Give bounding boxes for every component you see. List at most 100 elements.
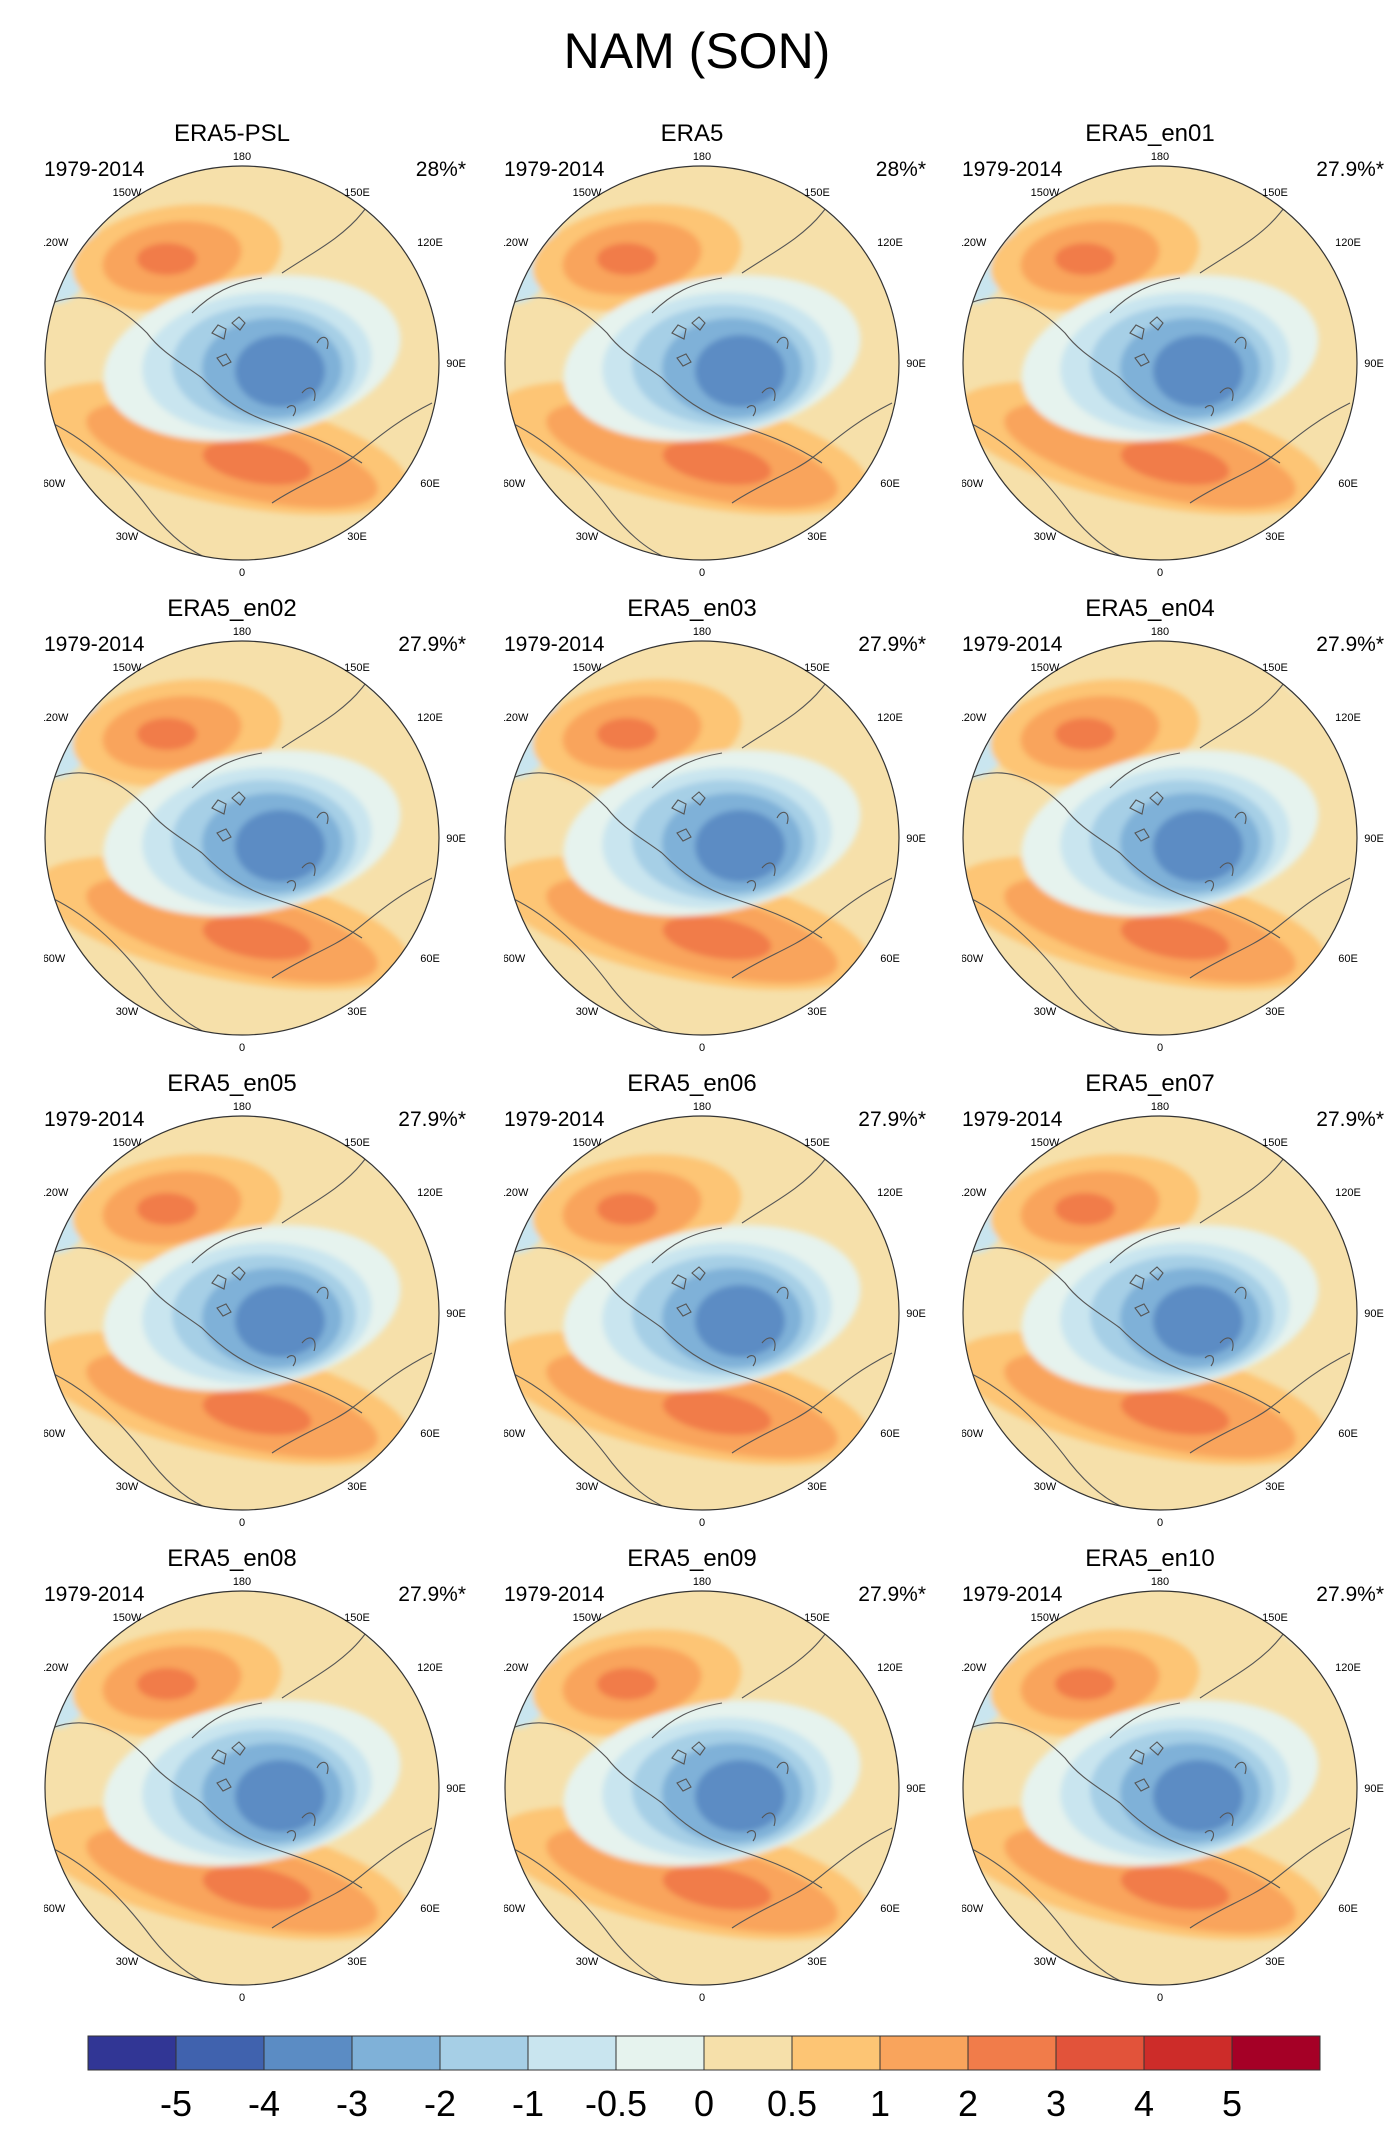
colorbar-tick-label: -1 xyxy=(512,2083,544,2122)
longitude-label: 60W xyxy=(504,478,526,490)
longitude-label: 180 xyxy=(1151,151,1169,163)
longitude-label: 0 xyxy=(239,1992,245,2004)
negative-anomaly xyxy=(1153,1760,1243,1832)
longitude-label: 60W xyxy=(44,1428,66,1440)
longitude-label: 60W xyxy=(962,953,984,965)
longitude-label: 30E xyxy=(807,1956,827,1968)
variance-explained: 28%* xyxy=(415,158,466,181)
longitude-label: 0 xyxy=(239,1517,245,1529)
period-label: 1979-2014 xyxy=(504,158,605,181)
colorbar-tick-label: 1 xyxy=(870,2083,890,2122)
colorbar-tick-label: -0.5 xyxy=(585,2083,647,2122)
longitude-label: 60E xyxy=(1338,478,1358,490)
negative-anomaly xyxy=(235,335,325,407)
longitude-label: 120E xyxy=(877,237,903,249)
positive-anomaly xyxy=(137,718,197,750)
longitude-label: 150E xyxy=(804,187,830,199)
longitude-label: 0 xyxy=(1157,1992,1163,2004)
longitude-label: 60E xyxy=(420,1903,440,1915)
longitude-label: 60E xyxy=(420,953,440,965)
variance-explained: 27.9%* xyxy=(398,633,466,656)
map-border xyxy=(962,640,1358,1036)
longitude-label: 150E xyxy=(1262,1612,1288,1624)
colorbar-tick-label: -4 xyxy=(248,2083,280,2122)
negative-anomaly xyxy=(1153,1285,1243,1357)
colorbar-cell xyxy=(175,2035,265,2071)
polar-map: 180150E120E90E60E30E030W60W90W120W150W xyxy=(504,626,926,1054)
longitude-label: 60E xyxy=(880,953,900,965)
colorbar-cell xyxy=(263,2035,353,2071)
longitude-label: 120E xyxy=(417,237,443,249)
longitude-label: 150W xyxy=(113,187,142,199)
positive-anomaly xyxy=(202,916,312,960)
longitude-label: 150W xyxy=(573,662,602,674)
longitude-label: 0 xyxy=(1157,567,1163,579)
longitude-label: 30E xyxy=(347,1006,367,1018)
colorbar-tick-label: 0.5 xyxy=(767,2083,817,2122)
longitude-label: 90E xyxy=(906,833,926,845)
positive-anomaly xyxy=(662,1866,772,1910)
period-label: 1979-2014 xyxy=(44,1108,145,1131)
positive-anomaly xyxy=(1055,243,1115,275)
longitude-label: 120E xyxy=(877,1662,903,1674)
polar-map: 180150E120E90E60E30E030W60W90W120W150W xyxy=(44,151,466,579)
colorbar-cell xyxy=(615,2035,705,2071)
polar-map: 180150E120E90E60E30E030W60W90W120W150W xyxy=(962,1576,1384,2004)
longitude-label: 60E xyxy=(880,478,900,490)
longitude-label: 180 xyxy=(693,151,711,163)
longitude-label: 150W xyxy=(113,1612,142,1624)
longitude-label: 60W xyxy=(44,953,66,965)
colorbar-cell xyxy=(527,2035,617,2071)
map-panel: 180150E120E90E60E30E030W60W90W120W150WER… xyxy=(44,595,504,1065)
panel-title: ERA5_en06 xyxy=(627,1070,757,1097)
longitude-label: 150W xyxy=(573,1612,602,1624)
positive-anomaly xyxy=(597,243,657,275)
longitude-label: 120E xyxy=(877,712,903,724)
colorbar-tick-label: 5 xyxy=(1222,2083,1242,2122)
positive-anomaly xyxy=(137,1193,197,1225)
longitude-label: 120W xyxy=(962,1187,987,1199)
panel-title: ERA5_en02 xyxy=(167,595,297,622)
longitude-label: 30E xyxy=(347,1956,367,1968)
colorbar-cell xyxy=(87,2035,177,2071)
longitude-label: 60W xyxy=(962,1428,984,1440)
colorbar-tick-label: 4 xyxy=(1134,2083,1154,2122)
longitude-label: 90E xyxy=(446,1783,466,1795)
longitude-label: 30W xyxy=(576,1006,599,1018)
longitude-label: 0 xyxy=(699,567,705,579)
longitude-label: 180 xyxy=(1151,1576,1169,1588)
map-border xyxy=(504,165,900,561)
longitude-label: 150E xyxy=(804,1612,830,1624)
longitude-label: 150E xyxy=(1262,187,1288,199)
longitude-label: 0 xyxy=(1157,1517,1163,1529)
coastlines xyxy=(511,1597,893,1985)
positive-anomaly xyxy=(1120,441,1230,485)
positive-anomaly xyxy=(202,1391,312,1435)
variance-explained: 28%* xyxy=(875,158,926,181)
longitude-label: 30E xyxy=(347,1481,367,1493)
colorbar-tick-label: 3 xyxy=(1046,2083,1066,2122)
longitude-label: 150E xyxy=(344,662,370,674)
period-label: 1979-2014 xyxy=(44,158,145,181)
longitude-label: 120E xyxy=(417,1187,443,1199)
panel-title: ERA5_en01 xyxy=(1085,120,1215,147)
longitude-label: 180 xyxy=(693,626,711,638)
longitude-label: 120W xyxy=(44,237,69,249)
negative-anomaly xyxy=(695,1285,785,1357)
negative-anomaly xyxy=(695,810,785,882)
map-panel: 180150E120E90E60E30E030W60W90W120W150WER… xyxy=(504,595,964,1065)
longitude-label: 90E xyxy=(906,1308,926,1320)
panel-title: ERA5_en08 xyxy=(167,1545,297,1572)
panel-title: ERA5_en05 xyxy=(167,1070,297,1097)
map-panel: 180150E120E90E60E30E030W60W90W120W150WER… xyxy=(504,1070,964,1540)
period-label: 1979-2014 xyxy=(962,158,1063,181)
period-label: 1979-2014 xyxy=(962,1108,1063,1131)
longitude-label: 120W xyxy=(44,1662,69,1674)
variance-explained: 27.9%* xyxy=(398,1583,466,1606)
longitude-label: 150W xyxy=(113,662,142,674)
colorbar-tick-label: 2 xyxy=(958,2083,978,2122)
panel-title: ERA5_en04 xyxy=(1085,595,1215,622)
polar-map: 180150E120E90E60E30E030W60W90W120W150W xyxy=(962,626,1384,1054)
period-label: 1979-2014 xyxy=(962,633,1063,656)
colorbar-cell xyxy=(791,2035,881,2071)
